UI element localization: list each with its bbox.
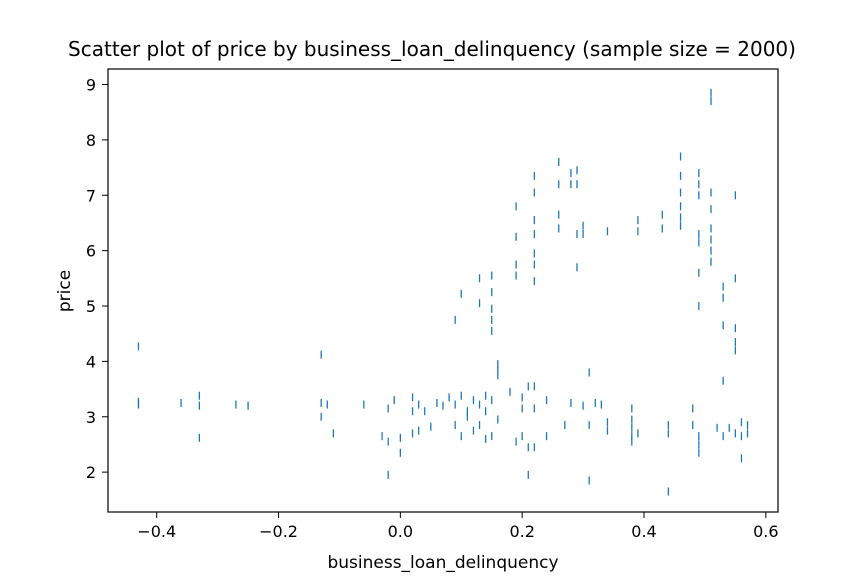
y-axis: 2 3 4 5 6 7 8 9 — [86, 76, 108, 482]
y-tick-label: 8 — [86, 131, 96, 150]
x-axis: −0.4 −0.2 0.0 0.2 0.4 0.6 — [137, 512, 779, 541]
y-tick-label: 2 — [86, 463, 96, 482]
y-tick-label: 6 — [86, 242, 96, 261]
x-tick-label: −0.4 — [137, 522, 176, 541]
y-tick-label: 4 — [86, 352, 96, 371]
y-tick-label: 7 — [86, 186, 96, 205]
x-tick-label: 0.2 — [509, 522, 534, 541]
y-tick-label: 5 — [86, 297, 96, 316]
x-axis-label: business_loan_delinquency — [327, 553, 558, 573]
y-axis-label: price — [55, 270, 75, 312]
x-tick-label: −0.2 — [259, 522, 298, 541]
x-tick-label: 0.0 — [388, 522, 413, 541]
scatter-points — [137, 88, 749, 496]
chart-title: Scatter plot of price by business_loan_d… — [68, 37, 796, 61]
x-tick-label: 0.4 — [631, 522, 656, 541]
y-tick-label: 3 — [86, 408, 96, 427]
y-tick-label: 9 — [86, 76, 96, 95]
x-tick-label: 0.6 — [753, 522, 778, 541]
plot-area-frame — [107, 68, 779, 513]
